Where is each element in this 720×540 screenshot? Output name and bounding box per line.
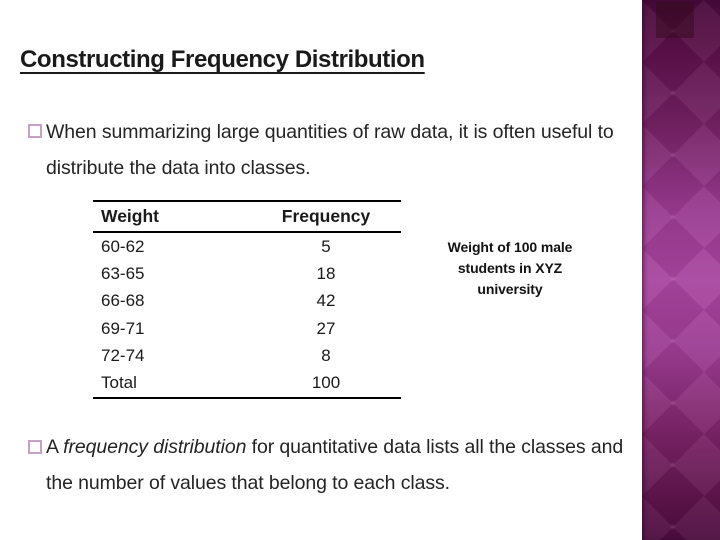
- table-row: 60-62 5: [93, 233, 401, 260]
- table-row: 63-65 18: [93, 260, 401, 287]
- cell-frequency: 100: [311, 373, 341, 393]
- bullet-square-icon: [28, 440, 42, 454]
- table-caption: Weight of 100 male students in XYZ unive…: [420, 237, 600, 300]
- caption-line: students in XYZ: [457, 260, 563, 276]
- cell-frequency: 8: [321, 345, 331, 365]
- table-row-total: Total 100: [93, 369, 401, 396]
- table-row: 69-71 27: [93, 315, 401, 342]
- cell-frequency: 42: [316, 291, 336, 311]
- cell-frequency: 18: [316, 263, 336, 283]
- slide-title: Constructing Frequency Distribution: [20, 46, 425, 73]
- cell-class: 63-65: [101, 263, 145, 283]
- table-row: 72-74 8: [93, 342, 401, 369]
- frequency-table: Weight Frequency 60-62 5 63-65 18 66-68 …: [93, 200, 401, 399]
- header-frequency: Frequency: [281, 206, 371, 226]
- definition-suffix: for quantitative data lists all the clas…: [46, 436, 624, 494]
- decorative-side-panel: [642, 0, 720, 540]
- bullet-text-definition: A frequency distribution for quantitativ…: [46, 429, 624, 501]
- bullet-square-icon: [28, 124, 42, 138]
- table-row: 66-68 42: [93, 288, 401, 315]
- definition-prefix: A: [46, 436, 64, 458]
- cell-class: 69-71: [101, 318, 145, 338]
- table-header-row: Weight Frequency: [93, 202, 401, 233]
- cell-class: Total: [101, 373, 137, 393]
- corner-accent-square: [656, 2, 694, 38]
- bullet-text-summarizing: When summarizing large quantities of raw…: [46, 121, 614, 179]
- header-weight: Weight: [101, 206, 160, 226]
- cell-class: 60-62: [101, 236, 145, 256]
- caption-line: university: [477, 281, 543, 297]
- caption-line: Weight of 100 male: [447, 239, 573, 255]
- cell-class: 72-74: [101, 345, 145, 365]
- cell-class: 66-68: [101, 291, 145, 311]
- definition-term: frequency distribution: [63, 436, 247, 458]
- cell-frequency: 5: [321, 236, 331, 256]
- cell-frequency: 27: [316, 318, 336, 338]
